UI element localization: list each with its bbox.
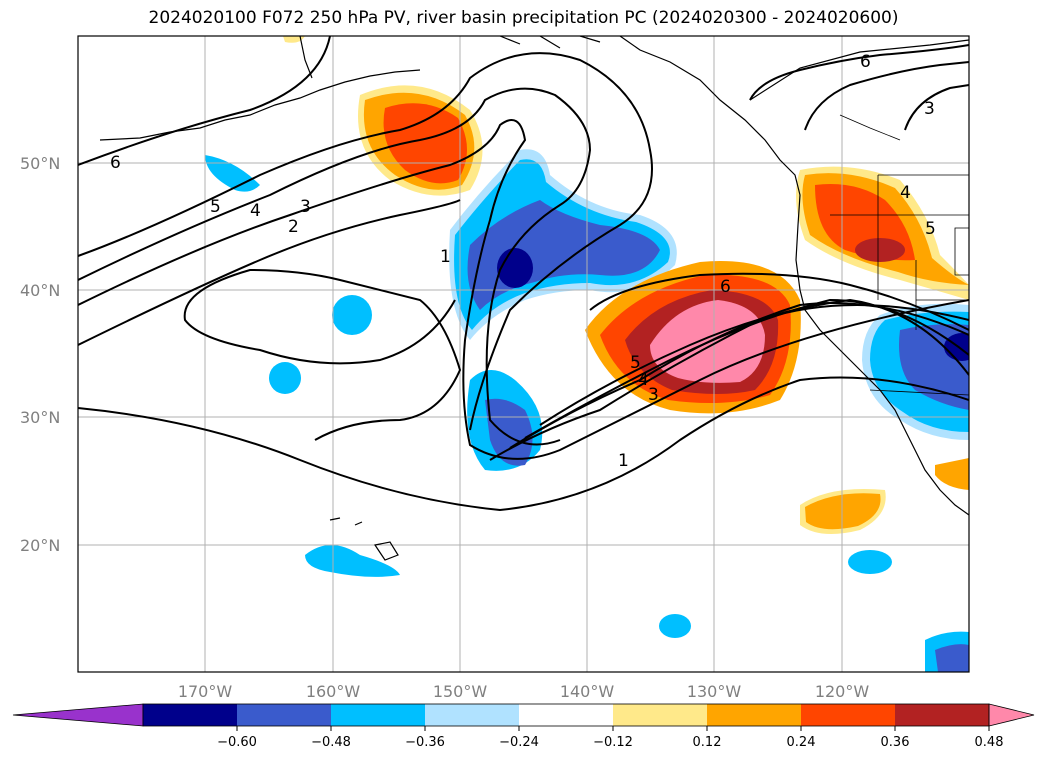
lat-label: 30°N bbox=[20, 408, 60, 427]
contour-label: 6 bbox=[720, 277, 731, 297]
contour-label: 5 bbox=[925, 219, 936, 239]
contour-label: 5 bbox=[210, 197, 221, 217]
colorbar-extend-low bbox=[12, 703, 144, 727]
colorbar-tick-label: −0.48 bbox=[311, 735, 351, 750]
colorbar-segment bbox=[425, 704, 520, 726]
colorbar-segment bbox=[895, 704, 990, 726]
colorbar-segment bbox=[519, 704, 614, 726]
lat-label: 50°N bbox=[20, 154, 60, 173]
colorbar-segment bbox=[707, 704, 802, 726]
colorbar-tick-label: 0.12 bbox=[693, 735, 722, 750]
colorbar-tick-label: −0.60 bbox=[217, 735, 257, 750]
contour-label: 5 bbox=[630, 353, 641, 373]
contour-label: 4 bbox=[900, 183, 911, 203]
colorbar-tick-label: −0.36 bbox=[405, 735, 445, 750]
contour-label: 6 bbox=[860, 52, 871, 72]
contour-label: 4 bbox=[250, 201, 261, 221]
contour-label: 1 bbox=[440, 247, 451, 267]
contour-label: 1 bbox=[618, 451, 629, 471]
contour-labels: 6 5 4 3 2 1 6 5 4 3 1 6 3 4 5 bbox=[110, 52, 936, 471]
contour-label: 3 bbox=[300, 197, 311, 217]
lon-label: 140°W bbox=[560, 682, 615, 701]
colorbar-tick-label: −0.24 bbox=[499, 735, 539, 750]
colorbar-tick-label: 0.48 bbox=[975, 735, 1004, 750]
colorbar: −0.60 −0.48 −0.36 −0.24 −0.12 0.12 0.24 0.36 0.4… bbox=[12, 703, 1035, 750]
colorbar-segment bbox=[613, 704, 708, 726]
lon-label: 160°W bbox=[306, 682, 361, 701]
colorbar-tick-label: 0.24 bbox=[787, 735, 816, 750]
latitude-labels: 50°N 40°N 30°N 20°N bbox=[20, 154, 60, 555]
colorbar-tick-label: −0.12 bbox=[593, 735, 633, 750]
contour-label: 6 bbox=[110, 153, 121, 173]
colorbar-extend-high bbox=[988, 703, 1035, 727]
lat-label: 40°N bbox=[20, 281, 60, 300]
contour-label: 3 bbox=[648, 385, 659, 405]
longitude-labels: 170°W 160°W 150°W 140°W 130°W 120°W bbox=[178, 682, 870, 701]
lon-label: 170°W bbox=[178, 682, 233, 701]
colorbar-frame bbox=[142, 703, 990, 727]
contour-label: 3 bbox=[924, 99, 935, 119]
colorbar-segment bbox=[801, 704, 896, 726]
colorbar-segment bbox=[331, 704, 426, 726]
contour-label: 4 bbox=[638, 370, 649, 390]
lat-label: 20°N bbox=[20, 536, 60, 555]
colorbar-segment bbox=[237, 704, 332, 726]
graticule bbox=[78, 36, 969, 672]
pv-contours bbox=[78, 36, 969, 512]
map-frame bbox=[77, 35, 970, 673]
map-title: 2024020100 F072 250 hPa PV, river basin … bbox=[148, 8, 899, 28]
lon-label: 120°W bbox=[815, 682, 870, 701]
colorbar-tick-label: 0.36 bbox=[881, 735, 910, 750]
colorbar-segment bbox=[143, 704, 238, 726]
contour-label: 2 bbox=[288, 217, 299, 237]
lon-label: 130°W bbox=[687, 682, 742, 701]
lon-label: 150°W bbox=[433, 682, 488, 701]
precip-shading bbox=[205, 36, 969, 672]
